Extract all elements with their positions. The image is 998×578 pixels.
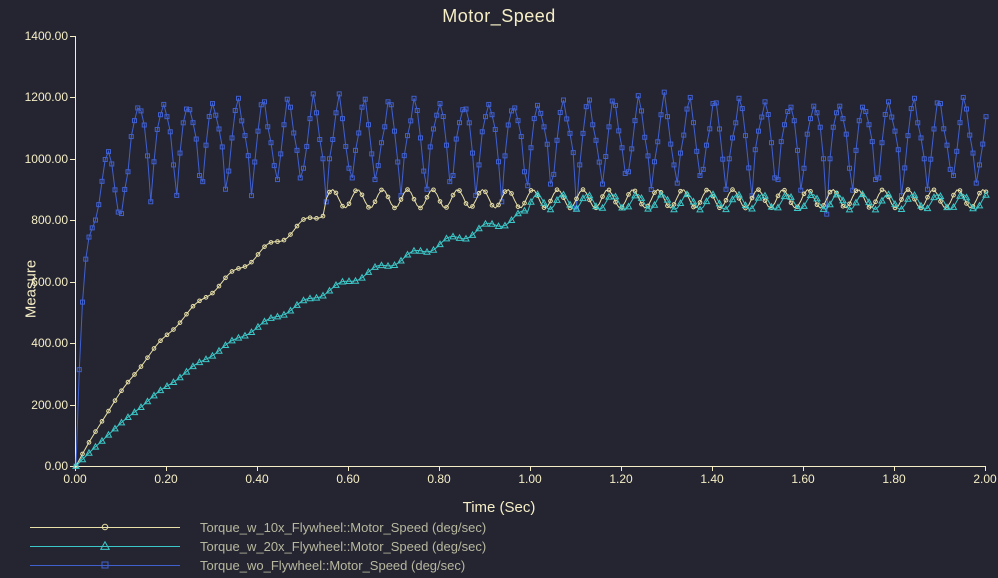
legend-swatch: [30, 558, 180, 572]
legend: Torque_w_10x_Flywheel::Motor_Speed (deg/…: [30, 518, 486, 574]
legend-swatch: [30, 539, 180, 553]
series-line: [76, 190, 986, 466]
series-line: [76, 92, 986, 466]
y-tick-label: 1200.00: [13, 90, 68, 104]
x-tick-label: 0.20: [154, 472, 177, 486]
x-tick-label: 1.60: [791, 472, 814, 486]
y-tick-label: 1000.00: [13, 152, 68, 166]
x-tick-label: 0.80: [427, 472, 450, 486]
legend-label: Torque_wo_Flywheel::Motor_Speed (deg/sec…: [180, 558, 465, 573]
legend-row: Torque_w_10x_Flywheel::Motor_Speed (deg/…: [30, 518, 486, 536]
x-tick-label: 1.20: [609, 472, 632, 486]
x-tick-label: 0.60: [336, 472, 359, 486]
x-axis-label: Time (Sec): [0, 499, 998, 516]
series-line: [76, 194, 986, 466]
x-tick-label: 1.00: [518, 472, 541, 486]
y-tick-label: 600.00: [13, 275, 68, 289]
y-tick-label: 400.00: [13, 336, 68, 350]
x-tick-label: 0.00: [63, 472, 86, 486]
series-markers: [73, 191, 989, 468]
y-tick-label: 1400.00: [13, 29, 68, 43]
chart-title: Motor_Speed: [0, 6, 998, 27]
y-axis-label: Measure: [23, 260, 40, 318]
x-tick-label: 1.40: [700, 472, 723, 486]
y-tick-label: 200.00: [13, 398, 68, 412]
y-tick-label: 0.00: [13, 459, 68, 473]
legend-row: Torque_wo_Flywheel::Motor_Speed (deg/sec…: [30, 556, 486, 574]
legend-row: Torque_w_20x_Flywheel::Motor_Speed (deg/…: [30, 537, 486, 555]
x-tick-label: 0.40: [245, 472, 268, 486]
legend-label: Torque_w_10x_Flywheel::Motor_Speed (deg/…: [180, 520, 486, 535]
series-markers: [74, 188, 988, 468]
y-tick-label: 800.00: [13, 213, 68, 227]
plot-area: [75, 36, 986, 467]
x-tick-label: 1.80: [882, 472, 905, 486]
chart-container: Motor_Speed Measure Time (Sec) 0.00 200.0…: [0, 0, 998, 578]
x-tick-label: 2.00: [973, 472, 996, 486]
legend-label: Torque_w_20x_Flywheel::Motor_Speed (deg/…: [180, 539, 486, 554]
legend-swatch: [30, 520, 180, 534]
plot-svg: [76, 36, 986, 466]
